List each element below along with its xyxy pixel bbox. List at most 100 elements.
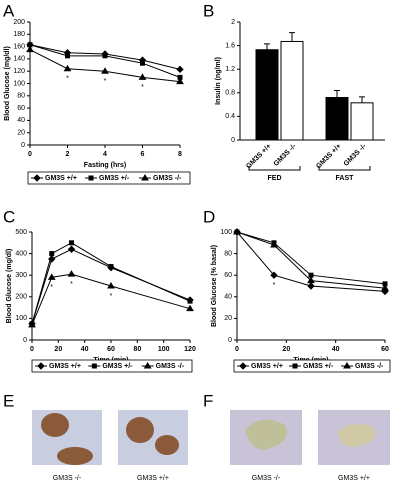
micrograph-caption: GM3S +/+ xyxy=(137,475,169,482)
x-tick-label: 40 xyxy=(332,346,340,353)
legend-marker xyxy=(91,363,97,369)
y-tick-label: 0 xyxy=(228,337,232,344)
series-line xyxy=(236,231,386,285)
y-tick-label: 100 xyxy=(15,315,27,322)
marker xyxy=(186,304,194,312)
y-axis-label: Blood Glucose (mg/dl) xyxy=(4,46,11,121)
x-tick-label: 6 xyxy=(141,151,145,158)
y-tick-label: 100 xyxy=(13,80,25,87)
y-tick-label: 20 xyxy=(17,130,25,137)
bar xyxy=(255,49,279,141)
x-tick-label: 0 xyxy=(235,346,239,353)
annotation: * xyxy=(104,78,107,85)
y-tick-label: 140 xyxy=(13,56,25,63)
legend-box xyxy=(233,359,391,373)
error-bar xyxy=(289,32,295,42)
marker xyxy=(381,284,389,291)
legend-label: GM3S -/- xyxy=(156,363,185,370)
y-tick-label: 0 xyxy=(231,137,235,144)
annotation: * xyxy=(70,281,73,288)
series-line xyxy=(236,231,386,292)
islet xyxy=(155,435,179,455)
y-axis-label: Blood Glucose (% basal) xyxy=(211,245,218,327)
y-tick-label: 200 xyxy=(15,294,27,301)
marker xyxy=(102,53,108,59)
marker xyxy=(138,73,147,80)
y-axis-label: Blood Glucose (mg/dl) xyxy=(6,249,13,324)
group-bracket xyxy=(318,166,371,171)
islet xyxy=(245,419,287,450)
x-tick-label: 0 xyxy=(28,151,32,158)
legend-label: GM3S -/- xyxy=(153,175,182,182)
group-label: FAST xyxy=(336,175,355,182)
marker xyxy=(307,276,315,284)
marker xyxy=(47,273,56,280)
marker xyxy=(233,228,241,235)
panel-label: A xyxy=(3,1,15,20)
legend-marker xyxy=(88,175,94,181)
marker xyxy=(107,282,115,289)
annotation: * xyxy=(141,84,144,91)
y-tick-label: 160 xyxy=(13,43,25,50)
legend-marker xyxy=(33,174,41,182)
y-tick-label: 0 xyxy=(21,142,25,149)
legend-label: GM3S -/- xyxy=(355,363,384,370)
y-tick-label: 60 xyxy=(17,105,25,112)
marker xyxy=(49,251,55,257)
legend-marker xyxy=(37,362,45,370)
panel-label: D xyxy=(203,207,215,226)
error-bar xyxy=(264,43,270,50)
marker xyxy=(26,45,34,53)
annotation: * xyxy=(273,282,276,289)
marker xyxy=(176,77,184,85)
islet xyxy=(41,413,69,437)
legend-label: GM3S +/+ xyxy=(251,363,283,370)
x-tick-label: 0 xyxy=(30,346,34,353)
annotation: * xyxy=(50,284,53,291)
y-tick-label: 0.8 xyxy=(225,90,235,97)
y-tick-label: 500 xyxy=(15,229,27,236)
legend-label: GM3S +/- xyxy=(99,175,130,182)
marker xyxy=(65,53,70,59)
x-tick-label: 8 xyxy=(178,151,182,158)
y-tick-label: 200 xyxy=(13,19,25,26)
y-tick-label: 300 xyxy=(15,272,27,279)
y-tick-label: 0.4 xyxy=(225,113,235,120)
legend-label: GM3S +/+ xyxy=(49,363,81,370)
panel-label: F xyxy=(203,391,213,410)
x-tick-label: 60 xyxy=(381,346,389,353)
y-tick-label: 1.6 xyxy=(225,42,235,49)
legend-marker xyxy=(141,174,149,181)
legend-marker xyxy=(143,362,152,369)
x-tick-label: 60 xyxy=(107,346,115,353)
bar xyxy=(325,97,349,141)
legend-label: GM3S +/- xyxy=(102,363,133,370)
legend-label: GM3S +/- xyxy=(303,363,334,370)
marker xyxy=(270,271,278,279)
micrograph xyxy=(118,410,188,465)
marker xyxy=(176,65,184,74)
x-tick-label: 100 xyxy=(158,346,170,353)
annotation: * xyxy=(66,76,69,83)
x-tick-label: 4 xyxy=(103,151,107,158)
marker xyxy=(101,67,109,74)
legend-marker xyxy=(292,363,298,369)
x-tick-label: GM3S -/- xyxy=(273,142,298,167)
x-tick-label: 40 xyxy=(81,346,89,353)
legend-label: GM3S +/+ xyxy=(45,175,77,182)
error-bar xyxy=(359,96,365,103)
x-axis-label: Fasting (hrs) xyxy=(84,162,126,169)
group-bracket xyxy=(248,166,301,171)
marker xyxy=(187,298,193,304)
y-tick-label: 80 xyxy=(224,250,232,257)
legend-marker xyxy=(343,362,351,369)
y-tick-label: 400 xyxy=(15,250,27,257)
x-tick-label: GM3S -/- xyxy=(343,142,368,167)
micrographs xyxy=(32,410,390,465)
marker xyxy=(69,240,74,246)
panel-label: E xyxy=(3,391,14,410)
x-tick-label: 20 xyxy=(54,346,62,353)
y-tick-label: 2 xyxy=(231,19,235,26)
series-line xyxy=(236,231,386,289)
islet xyxy=(57,447,93,465)
